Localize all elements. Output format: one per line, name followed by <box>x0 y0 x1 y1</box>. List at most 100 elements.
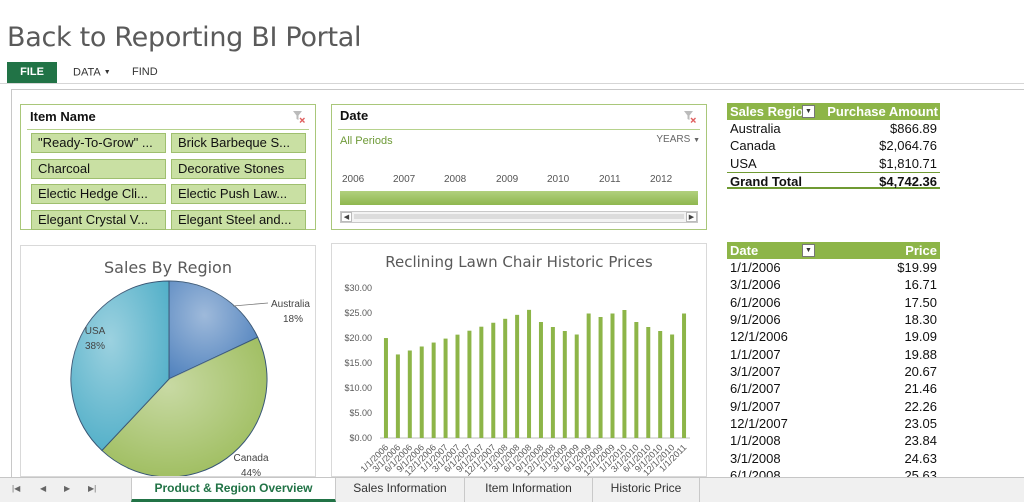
bar[interactable] <box>467 330 472 438</box>
bar[interactable] <box>562 331 567 438</box>
find-tab[interactable]: FIND <box>132 66 158 78</box>
bar[interactable] <box>419 346 424 439</box>
price-col-date: Date <box>730 243 759 258</box>
timeline-year[interactable]: 2007 <box>393 174 416 185</box>
timeline-year[interactable]: 2008 <box>444 174 467 185</box>
bar[interactable] <box>395 354 400 438</box>
slicer-item[interactable]: "Ready-To-Grow" ... <box>31 133 166 153</box>
pie-label: Australia <box>271 299 310 310</box>
price-value: 19.09 <box>904 329 937 345</box>
bar[interactable] <box>538 322 543 438</box>
bar[interactable] <box>455 334 460 438</box>
slicer-item[interactable]: Elegant Steel and... <box>171 210 306 230</box>
sort-filter-icon[interactable]: ▼ <box>802 244 815 257</box>
timeline-year[interactable]: 2009 <box>496 174 519 185</box>
next-sheet-icon[interactable]: ▶ <box>64 484 71 493</box>
data-tab-label: DATA <box>73 66 101 79</box>
price-value: 19.88 <box>904 346 937 362</box>
data-tab[interactable]: DATA ▼ <box>73 62 111 83</box>
pie-chart-svg: Australia 18% Canada 44% USA 38% <box>70 280 310 476</box>
bar[interactable] <box>634 322 639 438</box>
slicer-item[interactable]: Decorative Stones <box>171 159 306 179</box>
bar[interactable] <box>550 327 555 438</box>
timeline-level-label: YEARS <box>656 134 691 145</box>
bar[interactable] <box>670 334 675 439</box>
bar[interactable] <box>527 309 532 438</box>
timeline-title: Date <box>340 108 369 123</box>
prev-sheet-icon[interactable]: ◀ <box>40 484 47 493</box>
price-row: 1/1/2007 19.88 <box>727 346 940 363</box>
y-tick-label: $0.00 <box>349 433 372 443</box>
slicer-item[interactable]: Electic Push Law... <box>171 184 306 204</box>
bar[interactable] <box>383 338 388 438</box>
bar[interactable] <box>574 334 579 439</box>
bar[interactable] <box>622 310 627 438</box>
price-date: 3/1/2006 <box>730 277 781 293</box>
slicer-item[interactable]: Brick Barbeque S... <box>171 133 306 153</box>
bar[interactable] <box>646 327 651 438</box>
tab-item-information[interactable]: Item Information <box>465 478 593 502</box>
first-sheet-icon[interactable]: |◀ <box>12 484 21 493</box>
bar[interactable] <box>515 314 520 438</box>
price-date: 12/1/2006 <box>730 329 788 345</box>
date-timeline: Date All Periods YEARS ▼ 2006 2007 2008 … <box>331 104 707 230</box>
pivot-col-region: Sales Region <box>730 104 802 119</box>
timeline-year[interactable]: 2006 <box>342 174 365 185</box>
price-value: 23.05 <box>904 416 937 432</box>
clear-filter-icon[interactable] <box>684 111 696 123</box>
price-row: 6/1/2007 21.46 <box>727 380 940 397</box>
bar[interactable] <box>586 313 591 439</box>
bar[interactable] <box>431 342 436 438</box>
timeline-selection-bar[interactable] <box>340 191 698 205</box>
timeline-year[interactable]: 2012 <box>650 174 673 185</box>
timeline-level-dropdown[interactable]: YEARS ▼ <box>656 134 700 145</box>
historic-prices-chart[interactable]: Reclining Lawn Chair Historic Prices $0.… <box>331 243 707 477</box>
bar[interactable] <box>658 331 663 438</box>
bar[interactable] <box>407 350 412 439</box>
price-row: 6/1/2006 17.50 <box>727 294 940 311</box>
sheet-tab-bar: |◀ ◀ ▶ ▶| Product & Region Overview Sale… <box>0 477 1024 502</box>
pivot-amount: $2,064.76 <box>879 138 937 154</box>
price-row: 3/1/2008 24.63 <box>727 450 940 467</box>
price-rows: 1/1/2006 $19.99 3/1/2006 16.71 6/1/2006 17.50… <box>727 259 940 477</box>
price-value: 25.63 <box>904 468 937 477</box>
price-value: 22.26 <box>904 398 937 414</box>
bar[interactable] <box>503 318 508 438</box>
slicer-item[interactable]: Elegant Crystal V... <box>31 210 166 230</box>
price-date: 9/1/2006 <box>730 312 781 328</box>
bar[interactable] <box>682 313 687 439</box>
pie-label: Canada <box>233 453 268 464</box>
price-date: 12/1/2007 <box>730 416 788 432</box>
bar[interactable] <box>610 313 615 439</box>
timeline-scrollbar[interactable]: ◀ ▶ <box>340 211 698 223</box>
last-sheet-icon[interactable]: ▶| <box>88 484 97 493</box>
timeline-divider <box>338 129 700 130</box>
pivot-header: Sales Region ▼ Purchase Amount <box>727 103 940 120</box>
bar[interactable] <box>491 322 496 438</box>
chevron-down-icon: ▼ <box>103 69 111 76</box>
scroll-right-icon[interactable]: ▶ <box>686 212 697 222</box>
slicer-item[interactable]: Charcoal <box>31 159 166 179</box>
tab-product-region-overview[interactable]: Product & Region Overview <box>131 478 336 502</box>
price-row: 1/1/2006 $19.99 <box>727 259 940 276</box>
timeline-year[interactable]: 2010 <box>547 174 570 185</box>
y-tick-label: $5.00 <box>349 408 372 418</box>
clear-filter-icon[interactable] <box>293 111 305 123</box>
scroll-track[interactable] <box>354 214 684 219</box>
bar[interactable] <box>598 317 603 438</box>
bar[interactable] <box>443 338 448 438</box>
timeline-year[interactable]: 2011 <box>599 174 621 185</box>
scroll-left-icon[interactable]: ◀ <box>341 212 352 222</box>
tab-sales-information[interactable]: Sales Information <box>336 478 465 502</box>
tab-historic-price[interactable]: Historic Price <box>593 478 700 502</box>
slicer-item[interactable]: Electic Hedge Cli... <box>31 184 166 204</box>
pie-value-label: 18% <box>283 314 303 325</box>
price-date: 1/1/2006 <box>730 260 781 275</box>
bar[interactable] <box>479 326 484 438</box>
file-tab[interactable]: FILE <box>7 62 57 83</box>
bar-chart-svg: $0.00 $5.00 $10.00 $15.00 $20.00 $25.00 $30.00… <box>344 283 690 476</box>
pivot-amount: $1,810.71 <box>879 155 937 171</box>
sales-by-region-chart[interactable]: Sales By Region Australia 18% Canada 44% USA… <box>20 245 316 477</box>
leader-line <box>232 302 269 307</box>
filter-dropdown-icon[interactable]: ▼ <box>802 105 815 118</box>
